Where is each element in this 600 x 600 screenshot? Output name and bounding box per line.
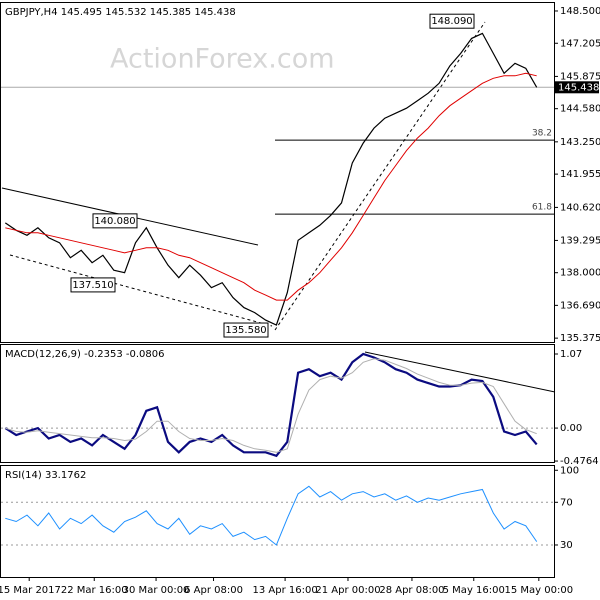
y-tick-label: 138.000 (560, 268, 600, 279)
macd-panel (0, 344, 555, 463)
y-tick-label: 140.620 (560, 202, 600, 213)
series-line (5, 358, 537, 453)
panel-title: GBPJPY,H4 145.495 145.532 145.385 145.43… (5, 7, 236, 18)
x-tick-label: 6 Apr 08:00 (184, 585, 243, 596)
y-tick-label: 1.07 (560, 349, 582, 360)
annotation-label: 148.090 (431, 16, 472, 27)
y-tick-label: 136.690 (560, 300, 600, 311)
annotation-label: 140.080 (94, 216, 135, 227)
y-tick-label: 139.295 (560, 235, 600, 246)
panel-title: RSI(14) 33.1762 (5, 470, 86, 481)
y-tick-label: 0.00 (560, 423, 582, 434)
y-tick-label: -0.4764 (560, 456, 599, 467)
fib-label: 61.8 (532, 203, 552, 213)
y-tick-label: 145.875 (560, 71, 600, 82)
series-line (5, 72, 537, 301)
x-tick-label: 5 May 16:00 (443, 585, 505, 596)
y-tick-label: 147.205 (560, 38, 600, 49)
annotation-box (223, 322, 269, 338)
y-tick-label: 141.955 (560, 169, 600, 180)
trend-line (274, 21, 486, 331)
y-tick-label: 144.580 (560, 104, 600, 115)
x-tick-label: 15 May 00:00 (505, 585, 574, 596)
trend-line (9, 254, 273, 327)
y-tick-label: 100 (560, 465, 579, 476)
annotation-box (70, 277, 116, 293)
annotation-box (92, 213, 138, 229)
series-line (5, 485, 538, 546)
x-tick-label: 22 Mar 16:00 (61, 585, 128, 596)
fib-label: 38.2 (532, 129, 552, 139)
x-tick-label: 15 Mar 2017 (0, 585, 61, 596)
series-line (4, 32, 538, 326)
trend-line (364, 351, 556, 393)
annotation-label: 137.510 (72, 280, 113, 291)
panel-title: MACD(12,26,9) -0.2353 -0.0806 (5, 349, 165, 360)
annotation-label: 135.580 (225, 325, 266, 336)
rsi-panel (0, 465, 555, 578)
x-tick-label: 13 Apr 16:00 (252, 585, 317, 596)
y-tick-label: 70 (560, 497, 573, 508)
y-tick-label: 143.250 (560, 137, 600, 148)
x-tick-label: 28 Apr 08:00 (379, 585, 444, 596)
y-tick-label: 148.500 (560, 6, 600, 17)
series-line (4, 352, 538, 458)
y-tick-label: 135.375 (560, 333, 600, 344)
y-tick-label: 30 (560, 540, 573, 551)
watermark: ActionForex.com (110, 44, 335, 75)
x-tick-label: 21 Apr 00:00 (315, 585, 380, 596)
price-panel (0, 2, 555, 343)
last-price-box (555, 81, 599, 94)
x-tick-label: 30 Mar 00:00 (123, 585, 190, 596)
last-price-label: 145.438 (558, 82, 599, 93)
annotation-box (429, 13, 475, 29)
